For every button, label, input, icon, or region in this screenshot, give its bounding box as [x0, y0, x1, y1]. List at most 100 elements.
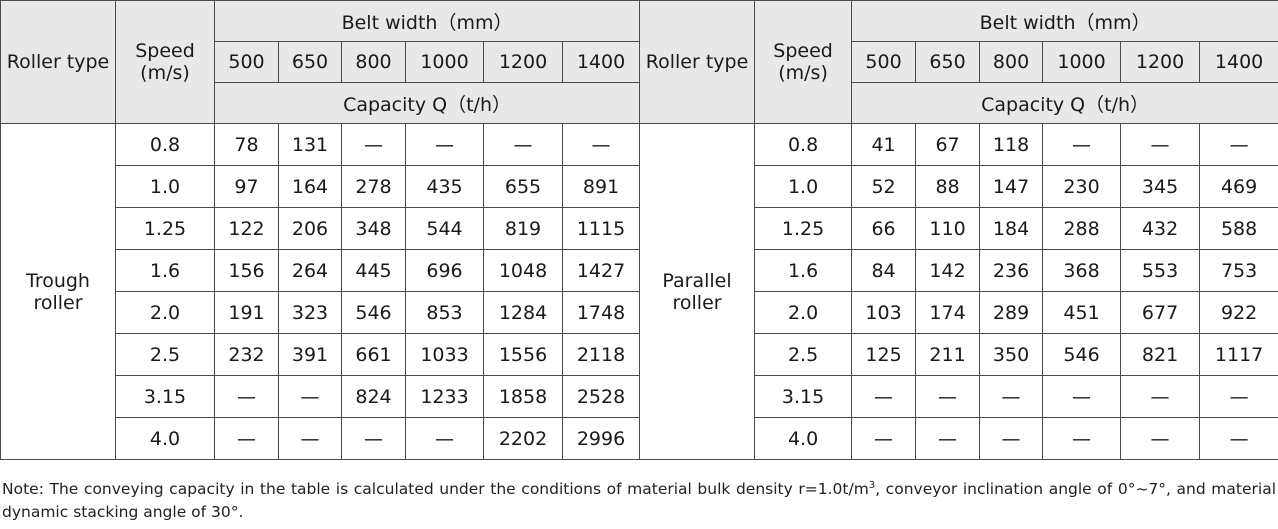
- speed-cell: 1.6: [115, 249, 215, 292]
- capacity-cell: —: [1120, 375, 1201, 418]
- capacity-cell: —: [278, 375, 342, 418]
- capacity-cell: 546: [1042, 333, 1122, 376]
- capacity-cell: —: [561, 123, 641, 166]
- speed-cell: 2.0: [754, 291, 853, 334]
- capacity-cell: —: [214, 417, 279, 460]
- capacity-cell: 164: [278, 165, 342, 208]
- footnote-superscript: 3: [868, 479, 876, 491]
- table-row: 4.0— — — —2202 2996 4.0— — — — — —: [1, 417, 1278, 460]
- capacity-cell: 125: [851, 333, 917, 376]
- capacity-cell: 67: [915, 123, 981, 166]
- capacity-cell: —: [1042, 375, 1122, 418]
- capacity-cell: 211: [915, 333, 981, 376]
- width-header: 500: [851, 41, 917, 83]
- capacity-cell: —: [1042, 123, 1122, 166]
- footnote: Note: The conveying capacity in the tabl…: [2, 478, 1276, 524]
- capacity-cell: 103: [851, 291, 917, 334]
- capacity-cell: 131: [278, 123, 342, 166]
- belt-width-header: Belt width（mm）: [851, 0, 1278, 42]
- capacity-cell: 84: [851, 249, 917, 292]
- capacity-cell: 753: [1199, 249, 1278, 292]
- capacity-cell: 191: [214, 291, 279, 334]
- speed-cell: 0.8: [754, 123, 853, 166]
- capacity-cell: 142: [915, 249, 981, 292]
- roller-type-cell: Parallel roller: [639, 123, 756, 460]
- capacity-cell: —: [1199, 123, 1278, 166]
- width-header: 650: [278, 41, 342, 83]
- capacity-cell: —: [979, 375, 1044, 418]
- width-header: 1400: [1199, 41, 1278, 83]
- footnote-text-end: , conveyor inclination angle of 0°~7°, a…: [2, 480, 1276, 521]
- capacity-cell: 1748: [561, 291, 641, 334]
- capacity-cell: —: [1042, 417, 1122, 460]
- capacity-cell: 232: [214, 333, 279, 376]
- table-row: 1.6 156 264 445 696 1048 1427 1.6 84 142 236 368 553…: [1, 249, 1278, 292]
- capacity-cell: 546: [341, 291, 406, 334]
- capacity-cell: 122: [214, 207, 279, 250]
- speed-cell: 1.25: [754, 207, 853, 250]
- table-row: 1.0 97 164 278 435 655 891 1.0 52 88 147 230 345 469: [1, 165, 1278, 208]
- capacity-cell: 451: [1042, 291, 1122, 334]
- capacity-cell: 345: [1120, 165, 1201, 208]
- capacity-cell: 1858: [483, 375, 563, 418]
- roller-type-header: Roller type: [639, 0, 756, 124]
- capacity-cell: —: [851, 417, 917, 460]
- width-header: 800: [979, 41, 1044, 83]
- capacity-cell: 288: [1042, 207, 1122, 250]
- capacity-cell: 1556: [483, 333, 563, 376]
- capacity-cell: 588: [1199, 207, 1278, 250]
- capacity-cell: 435: [405, 165, 484, 208]
- width-header: 1000: [405, 41, 484, 83]
- belt-width-header: Belt width（mm）: [213, 0, 641, 42]
- capacity-cell: 174: [915, 291, 981, 334]
- capacity-cell: 819: [483, 207, 563, 250]
- capacity-cell: 289: [979, 291, 1044, 334]
- table-row: 3.15— —824 1233 1858 2528 3.15— — — — — —: [1, 375, 1278, 418]
- speed-cell: 3.15: [115, 375, 215, 418]
- capacity-cell: 655: [483, 165, 563, 208]
- speed-cell: 0.8: [115, 123, 215, 166]
- capacity-cell: —: [341, 417, 406, 460]
- capacity-cell: —: [341, 123, 406, 166]
- capacity-cell: 661: [341, 333, 406, 376]
- width-header: 500: [214, 41, 279, 83]
- speed-header: Speed (m/s): [754, 0, 853, 124]
- capacity-cell: 184: [979, 207, 1044, 250]
- capacity-cell: 432: [1120, 207, 1201, 250]
- capacity-cell: 553: [1120, 249, 1201, 292]
- footnote-text: Note: The conveying capacity in the tabl…: [2, 480, 869, 498]
- capacity-cell: 1115: [561, 207, 641, 250]
- capacity-cell: 278: [341, 165, 406, 208]
- capacity-cell: 78: [214, 123, 279, 166]
- capacity-cell: —: [915, 375, 981, 418]
- speed-cell: 1.6: [754, 249, 853, 292]
- speed-cell: 1.0: [115, 165, 215, 208]
- capacity-cell: 230: [1042, 165, 1122, 208]
- speed-cell: 3.15: [754, 375, 853, 418]
- capacity-cell: 236: [979, 249, 1044, 292]
- speed-cell: 4.0: [754, 417, 853, 460]
- width-header: 1400: [561, 41, 641, 83]
- table-row: 2.5 232 391 661 1033 1556 2118 2.5 125 211 350 546 8…: [1, 333, 1278, 376]
- table-header: Roller type Speed (m/s) Belt width（mm） Ro…: [0, 0, 1278, 124]
- capacity-cell: 348: [341, 207, 406, 250]
- capacity-cell: 891: [561, 165, 641, 208]
- capacity-cell: —: [214, 375, 279, 418]
- capacity-cell: 52: [851, 165, 917, 208]
- capacity-cell: 110: [915, 207, 981, 250]
- table-row: 2.0 191 323 546 853 1284 1748 2.0 103 174 289 451 67…: [1, 291, 1278, 334]
- capacity-cell: 853: [405, 291, 484, 334]
- table-row: Trough roller 0.8 78 131— — — — Parallel roller 0.…: [0, 123, 1278, 460]
- capacity-cell: 118: [979, 123, 1044, 166]
- capacity-cell: 696: [405, 249, 484, 292]
- capacity-cell: 88: [915, 165, 981, 208]
- capacity-cell: 147: [979, 165, 1044, 208]
- capacity-table: Roller type Speed (m/s) Belt width（mm） Ro…: [0, 0, 1278, 460]
- roller-type-header: Roller type: [0, 0, 116, 124]
- capacity-cell: 1048: [483, 249, 563, 292]
- capacity-cell: —: [278, 417, 342, 460]
- capacity-cell: 206: [278, 207, 342, 250]
- capacity-header: Capacity Q（t/h）: [851, 82, 1278, 124]
- capacity-cell: 368: [1042, 249, 1122, 292]
- table-body: Trough roller 0.8 78 131— — — — Parallel roller 0.…: [0, 123, 1278, 460]
